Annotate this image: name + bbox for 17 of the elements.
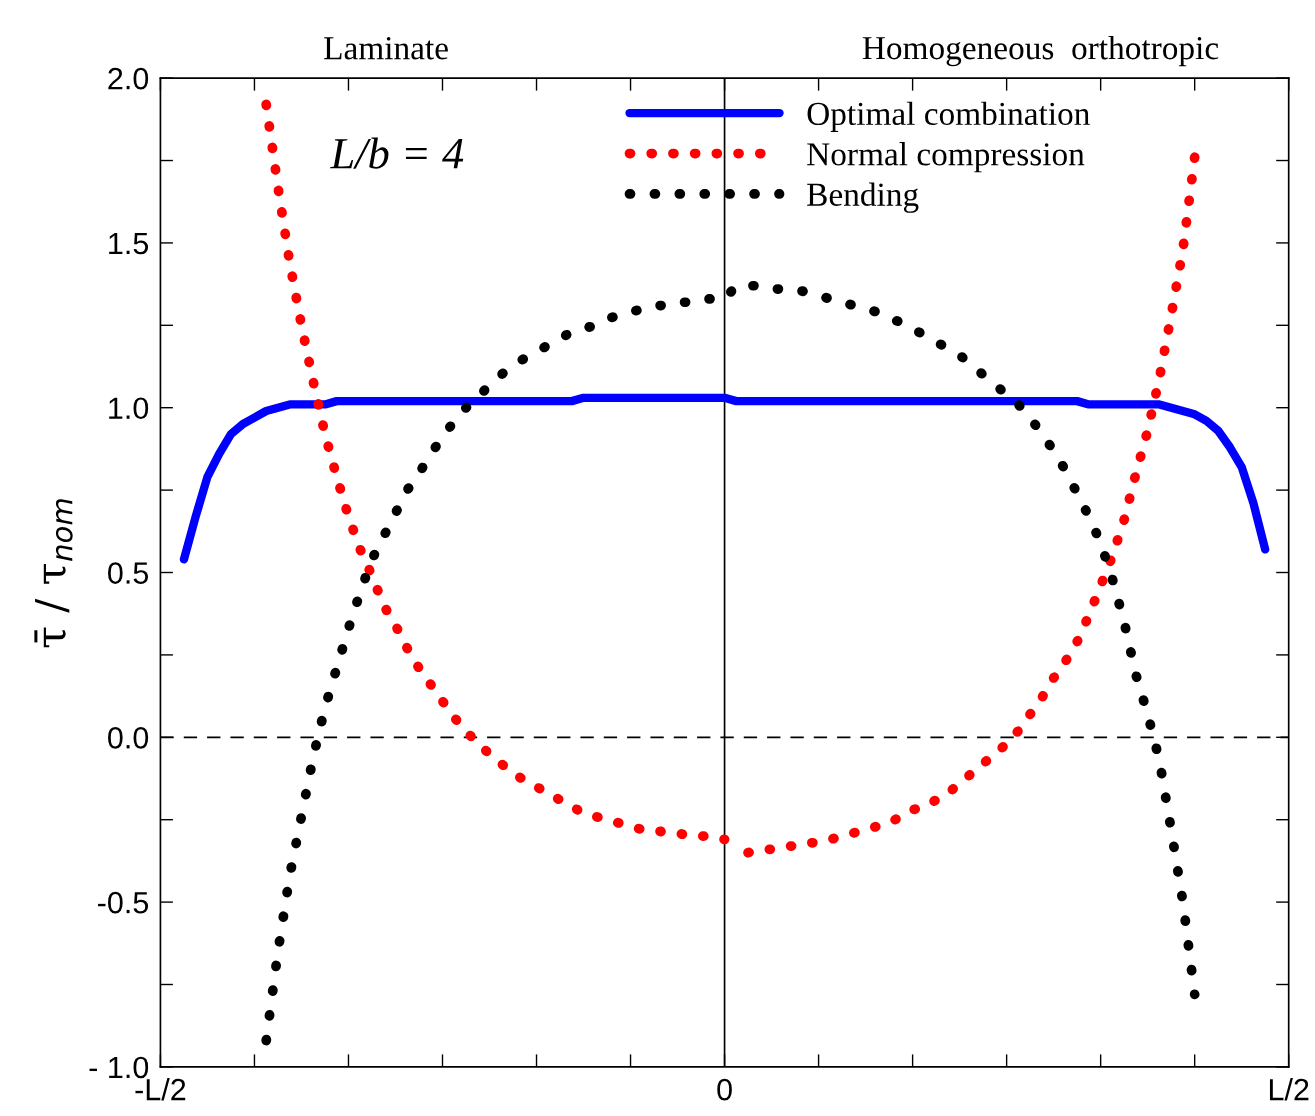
- legend-label: Optimal combination: [807, 101, 1090, 132]
- y-tick-label: 1.5: [109, 232, 149, 255]
- text: Homogeneous orthotropic: [862, 35, 1219, 67]
- legend-label: Normal compression: [807, 142, 1085, 173]
- x-tick-label: -L/2: [135, 1078, 186, 1101]
- y-tick-label: 2.0: [108, 67, 149, 90]
- y-tick-label: - 1.0: [89, 1056, 149, 1079]
- x-tick-label: 0: [717, 1078, 732, 1101]
- y-tick-label: 1.0: [109, 397, 149, 420]
- y-tick-label: 0.0: [108, 727, 149, 749]
- y-tick-label: -0.5: [98, 891, 149, 914]
- x-tick-label: L/2: [1269, 1078, 1309, 1101]
- legend-label: Bending: [807, 182, 919, 213]
- y-tick-label: 0.5: [108, 562, 149, 584]
- annotation: L/b = 4: [329, 137, 464, 169]
- y-axis-title: τ̄ / τ$_{nom}$: [34, 499, 73, 648]
- text: Laminate: [324, 37, 448, 60]
